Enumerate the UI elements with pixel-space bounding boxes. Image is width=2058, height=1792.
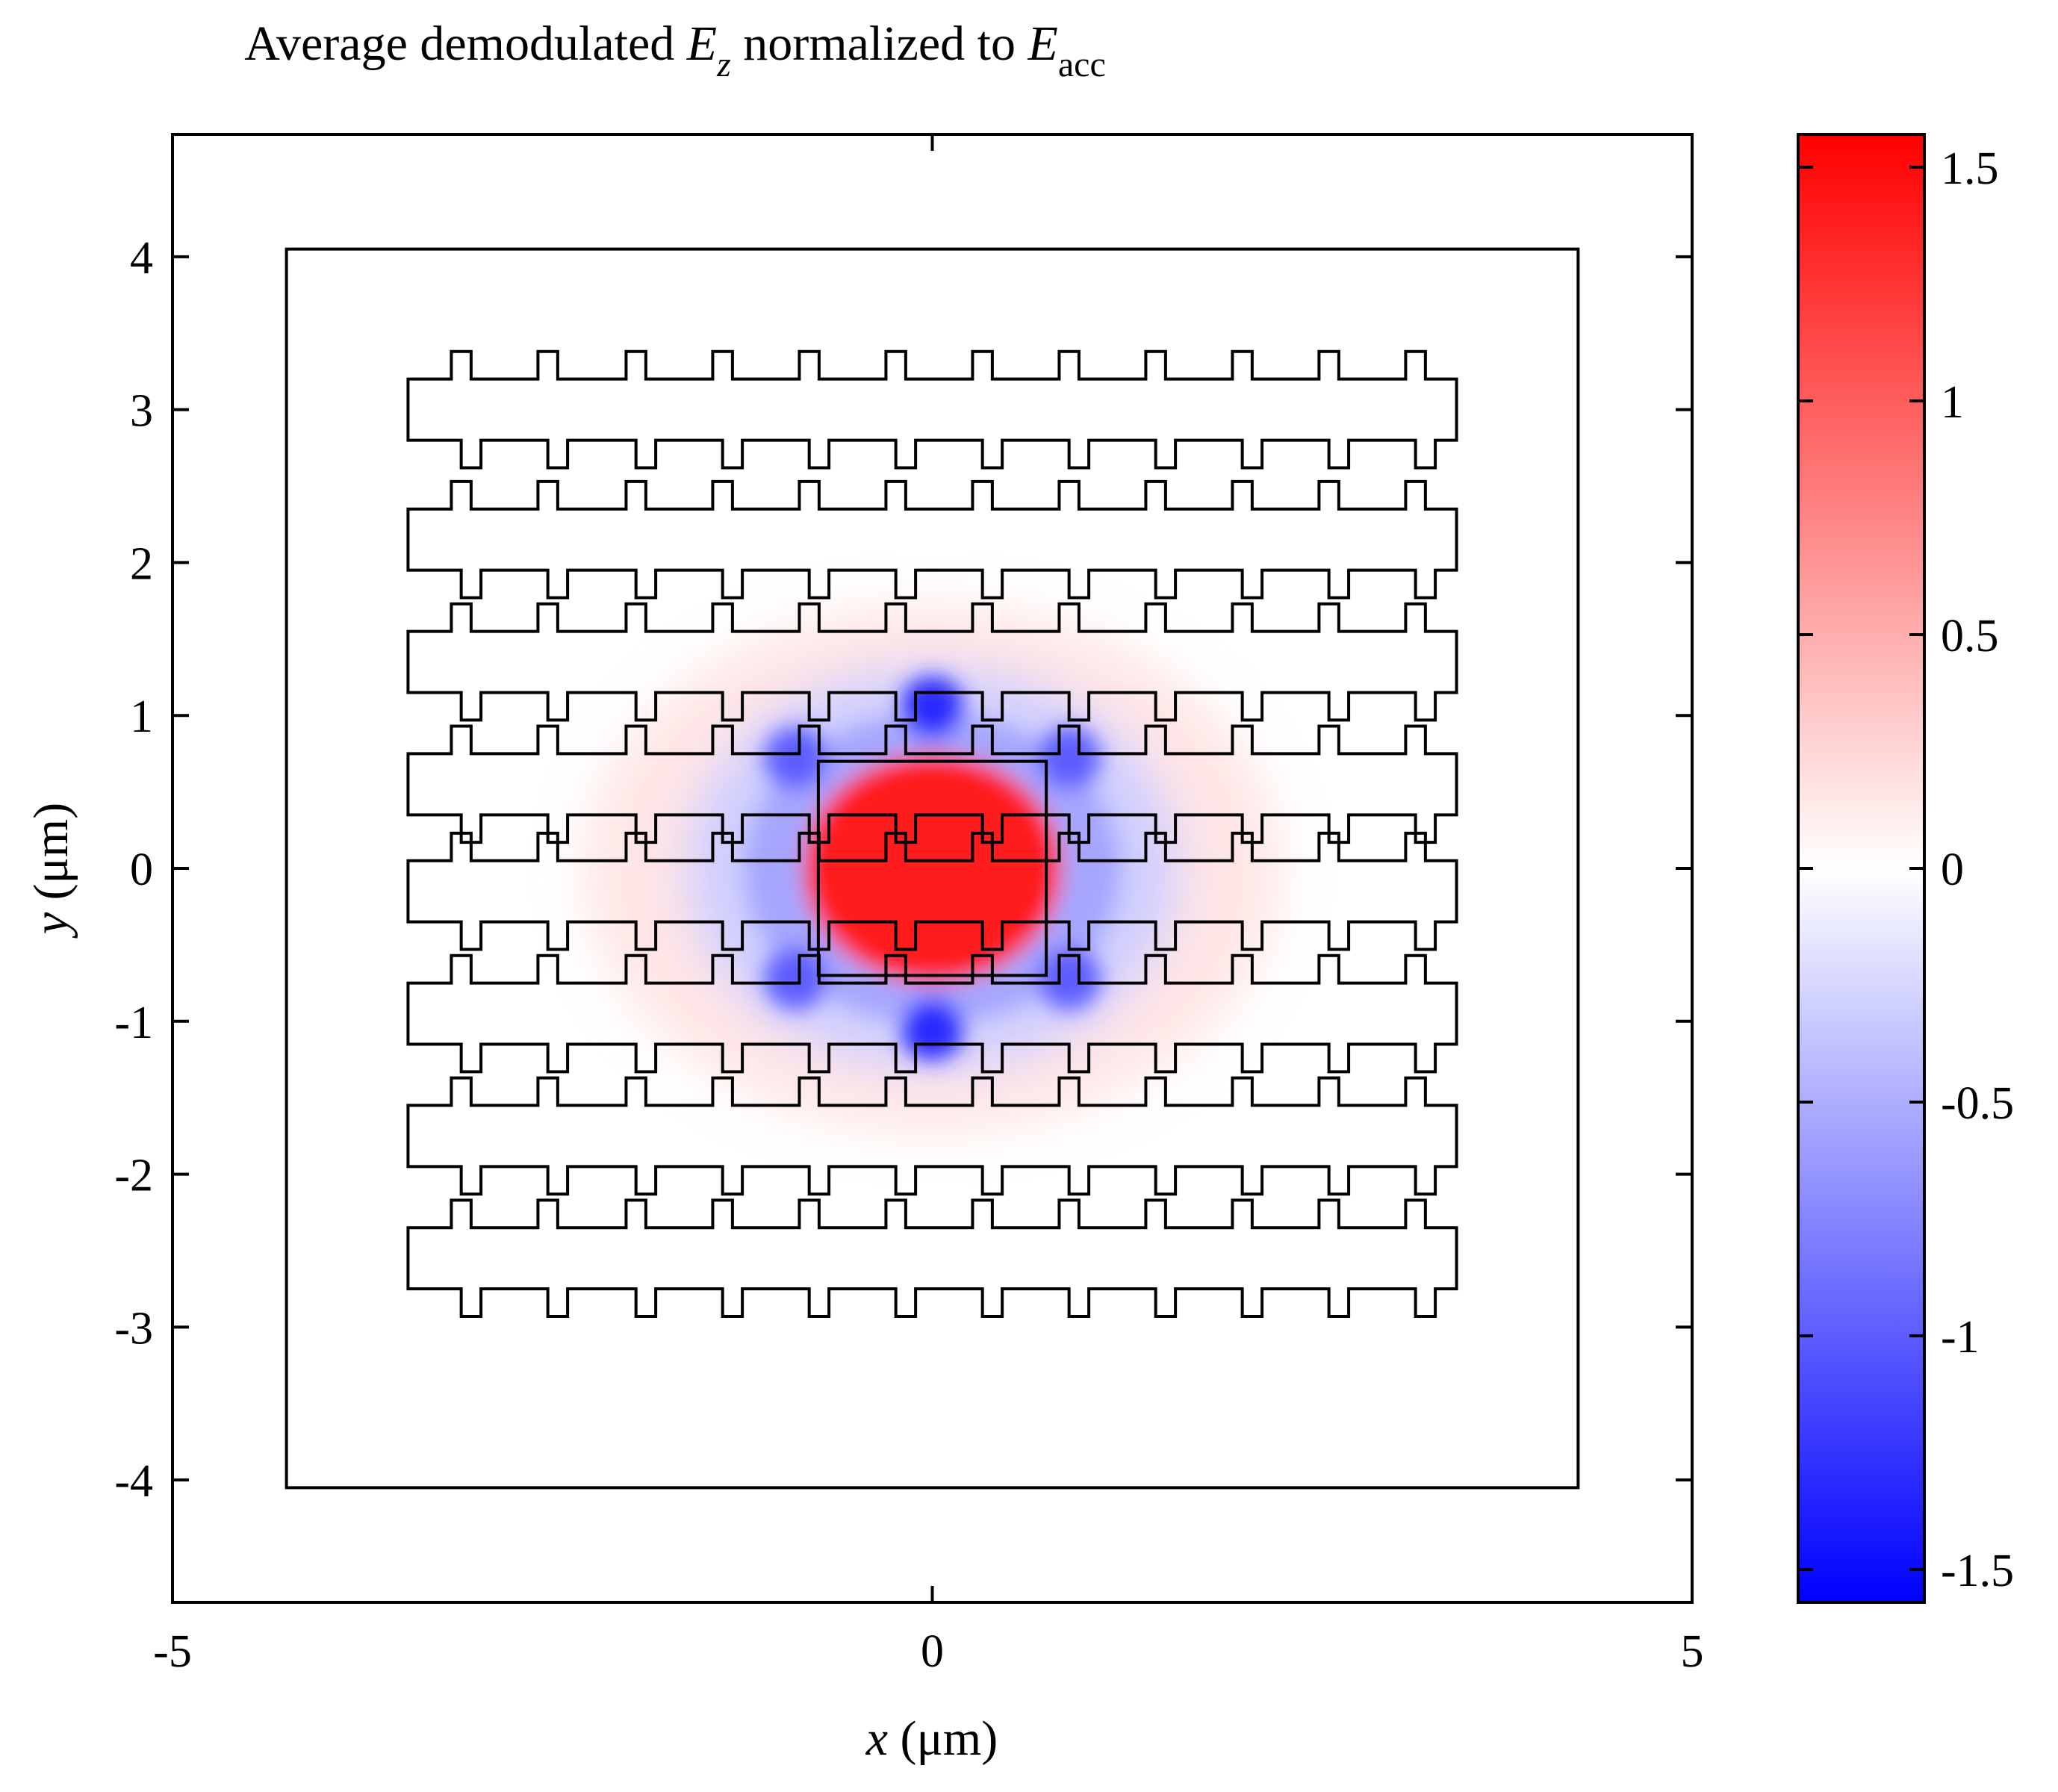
x-tick-label: -5 (153, 1626, 192, 1677)
y-axis-var: y (24, 912, 78, 939)
grating-row-outline (406, 724, 1458, 844)
title-var1: E (686, 16, 717, 71)
field-negative-spot (1037, 947, 1101, 1010)
y-tick-label: 2 (130, 538, 153, 589)
grating-row-outline (406, 349, 1458, 470)
inner-box (285, 247, 1580, 1490)
title-prefix: Average demodulated (244, 16, 687, 71)
colorbar (1797, 133, 1926, 1604)
field-negative-spot (901, 998, 964, 1061)
grating-row-outline (406, 1076, 1458, 1196)
chart-title: Average demodulated Ez normalized to Eac… (244, 16, 1106, 84)
field-inner-layer (744, 676, 1120, 1061)
x-axis-unit: (μm) (888, 1711, 998, 1766)
y-tick-label: 3 (130, 386, 153, 437)
title-var2-sub: acc (1058, 45, 1106, 84)
y-tick-label: -2 (114, 1151, 153, 1201)
field-heatmap (583, 604, 1281, 1133)
colorbar-tick-label: -1 (1941, 1312, 1980, 1363)
x-axis-var: x (865, 1711, 888, 1766)
grating-row-outline (406, 1198, 1458, 1319)
field-negative-spot (764, 947, 827, 1010)
x-axis-ticks: -5 0 5 (153, 134, 1704, 1677)
y-tick-label: -3 (114, 1303, 153, 1354)
title-middle: normalized to (731, 16, 1028, 71)
title-var1-sub: z (716, 45, 731, 84)
field-central-lobe (803, 753, 1062, 983)
colorbar-tick-label: 0 (1941, 844, 1964, 895)
colorbar-tick-label: 0.5 (1941, 611, 1999, 662)
colorbar-tick-label: 1.5 (1941, 143, 1999, 194)
colorbar-ticks: 1.5 1 0.5 0 -0.5 -1 -1.5 (1798, 143, 2014, 1596)
x-tick-label: 0 (921, 1626, 944, 1677)
y-tick-label: 0 (130, 844, 153, 895)
field-negative-spot (1037, 727, 1101, 790)
colorbar-tick-label: -0.5 (1941, 1078, 2014, 1129)
grating-row-outline (406, 602, 1458, 722)
x-axis-title: x (μm) (865, 1711, 998, 1766)
grating-row-outline (406, 953, 1458, 1074)
y-tick-label: 4 (130, 233, 153, 284)
field-negative-spot (764, 727, 827, 790)
y-axis-ticks: 4 3 2 1 0 -1 -2 -3 -4 (114, 233, 1692, 1507)
y-axis-title: y (μm) (24, 803, 78, 939)
y-tick-label: 1 (130, 691, 153, 742)
field-negative-spot (901, 676, 964, 739)
colorbar-tick-label: 1 (1941, 377, 1964, 428)
defect-cavity-outline (816, 759, 1048, 977)
title-var2: E (1028, 16, 1058, 71)
x-tick-label: 5 (1681, 1626, 1704, 1677)
structure-outlines (285, 247, 1580, 1490)
y-tick-label: -4 (114, 1456, 153, 1507)
grating-row-outline (406, 831, 1458, 951)
y-tick-label: -1 (114, 998, 153, 1048)
grating-row-outline (406, 479, 1458, 600)
y-axis-unit: (μm) (24, 803, 78, 912)
colorbar-tick-label: -1.5 (1941, 1546, 2014, 1596)
